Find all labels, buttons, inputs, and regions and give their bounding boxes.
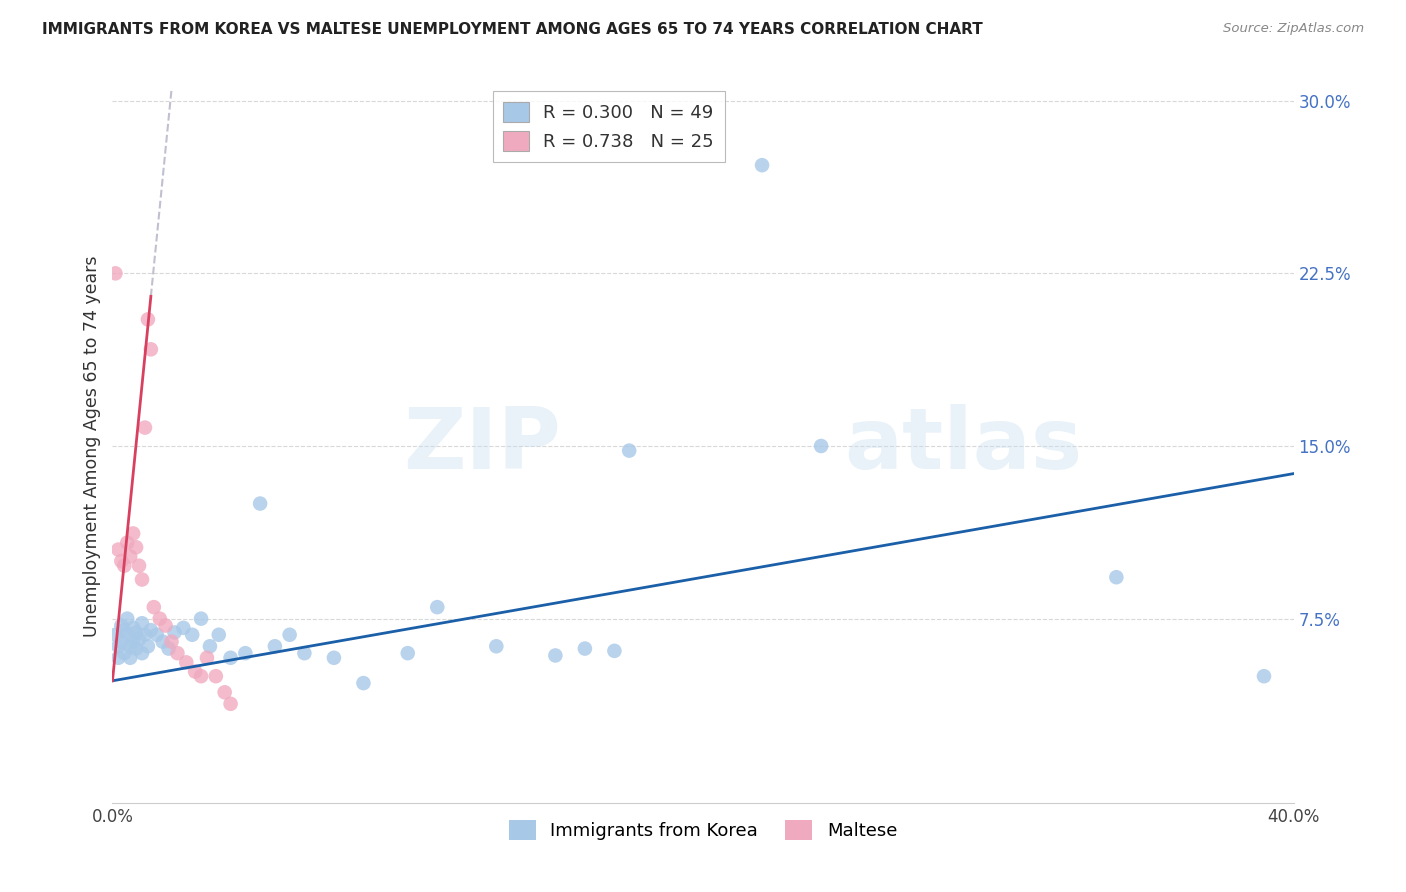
Point — [264, 640, 287, 654]
Point — [181, 628, 204, 642]
Point — [751, 158, 773, 172]
Point — [323, 650, 346, 665]
Point — [122, 621, 145, 635]
Point — [107, 650, 129, 665]
Point — [214, 685, 236, 699]
Point — [110, 554, 132, 568]
Point — [120, 640, 142, 654]
Point — [104, 628, 127, 642]
Point — [219, 697, 242, 711]
Point — [110, 618, 132, 632]
Point — [139, 623, 162, 637]
Point — [172, 621, 194, 635]
Point — [208, 628, 231, 642]
Point — [163, 625, 186, 640]
Point — [198, 640, 221, 654]
Point — [136, 312, 159, 326]
Point — [352, 676, 374, 690]
Point — [107, 542, 129, 557]
Point — [142, 600, 165, 615]
Point — [146, 628, 169, 642]
Point — [155, 618, 177, 632]
Point — [112, 646, 135, 660]
Point — [174, 656, 197, 670]
Point — [128, 632, 150, 647]
Point — [120, 549, 142, 564]
Point — [128, 558, 150, 573]
Point — [117, 628, 138, 642]
Point — [134, 420, 156, 434]
Point — [574, 641, 596, 656]
Point — [205, 669, 228, 683]
Point — [292, 646, 315, 660]
Point — [122, 634, 145, 648]
Text: ZIP: ZIP — [404, 404, 561, 488]
Point — [190, 669, 212, 683]
Point — [104, 266, 127, 280]
Point — [157, 641, 180, 656]
Point — [131, 616, 153, 631]
Point — [134, 628, 156, 642]
Point — [1105, 570, 1128, 584]
Point — [139, 343, 162, 357]
Point — [619, 443, 641, 458]
Text: atlas: atlas — [845, 404, 1083, 488]
Point — [120, 650, 142, 665]
Point — [125, 541, 148, 555]
Legend: Immigrants from Korea, Maltese: Immigrants from Korea, Maltese — [502, 813, 904, 847]
Point — [136, 640, 159, 654]
Point — [544, 648, 567, 663]
Point — [160, 634, 183, 648]
Y-axis label: Unemployment Among Ages 65 to 74 years: Unemployment Among Ages 65 to 74 years — [83, 255, 101, 637]
Point — [112, 558, 135, 573]
Point — [110, 634, 132, 648]
Point — [603, 644, 626, 658]
Point — [485, 640, 508, 654]
Point — [125, 641, 148, 656]
Point — [125, 625, 148, 640]
Point — [149, 612, 172, 626]
Point — [219, 650, 242, 665]
Point — [195, 650, 218, 665]
Point — [122, 526, 145, 541]
Point — [166, 646, 188, 660]
Point — [131, 646, 153, 660]
Point — [1253, 669, 1275, 683]
Point — [107, 640, 129, 654]
Point — [249, 497, 271, 511]
Point — [152, 634, 174, 648]
Point — [426, 600, 449, 615]
Point — [117, 535, 138, 549]
Point — [233, 646, 256, 660]
Text: IMMIGRANTS FROM KOREA VS MALTESE UNEMPLOYMENT AMONG AGES 65 TO 74 YEARS CORRELAT: IMMIGRANTS FROM KOREA VS MALTESE UNEMPLO… — [42, 22, 983, 37]
Point — [117, 612, 138, 626]
Point — [190, 612, 212, 626]
Point — [112, 623, 135, 637]
Point — [810, 439, 832, 453]
Point — [131, 573, 153, 587]
Text: Source: ZipAtlas.com: Source: ZipAtlas.com — [1223, 22, 1364, 36]
Point — [278, 628, 301, 642]
Point — [396, 646, 419, 660]
Point — [184, 665, 207, 679]
